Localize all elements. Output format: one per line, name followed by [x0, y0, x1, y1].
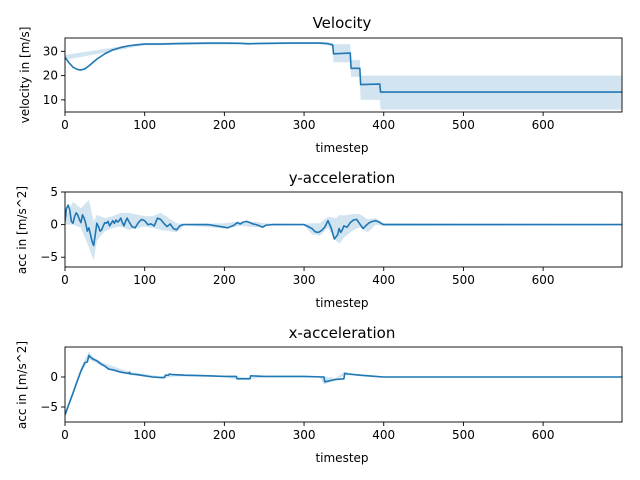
velocity-plot: 0 100 200 300 400 500 600 10 20 30 [43, 37, 623, 132]
y-acceleration-panel: y-acceleration 0 100 200 300 400 500 600−505 t… [15, 169, 623, 310]
velocity-xtick-label: 500 [452, 118, 475, 132]
x-acceleration-xtick-label: 200 [213, 428, 236, 442]
y-acceleration-xlabel: timestep [315, 296, 368, 310]
y-acceleration-ylabel: acc in [m/s^2] [15, 186, 29, 274]
x-acceleration-xtick-label: 300 [293, 428, 316, 442]
y-acceleration-xtick-label: 0 [61, 273, 69, 287]
x-acceleration-plot: 0 100 200 300 400 500 600−50 [40, 346, 623, 442]
x-acceleration-xtick-label: 400 [372, 428, 395, 442]
y-acceleration-ytick-label: −5 [40, 250, 58, 264]
x-acceleration-xtick-label: 100 [133, 428, 156, 442]
x-acceleration-axes-frame [64, 346, 623, 423]
x-acceleration-ytick-label: −5 [40, 400, 58, 414]
y-acceleration-plot: 0 100 200 300 400 500 600−505 [40, 185, 623, 287]
y-acceleration-xtick-label: 100 [133, 273, 156, 287]
velocity-ytick-label: 30 [43, 44, 58, 58]
x-acceleration-xtick-label: 600 [532, 428, 555, 442]
velocity-xtick-label: 200 [213, 118, 236, 132]
y-acceleration-ytick-label: 5 [50, 185, 58, 199]
y-acceleration-series-line [65, 204, 622, 247]
x-acceleration-xtick-label: 500 [452, 428, 475, 442]
x-acceleration-series-line [65, 354, 622, 416]
velocity-xlabel: timestep [315, 141, 368, 155]
y-acceleration-xtick-label: 500 [452, 273, 475, 287]
x-acceleration-ytick-label: 0 [50, 370, 58, 384]
y-acceleration-confidence-band [65, 199, 622, 261]
x-acceleration-xtick-label: 0 [61, 428, 69, 442]
y-acceleration-xtick-label: 300 [293, 273, 316, 287]
velocity-xtick-label: 100 [133, 118, 156, 132]
velocity-axes-frame [64, 37, 623, 113]
velocity-ylabel: velocity in [m/s] [18, 27, 32, 124]
y-acceleration-ytick-label: 0 [50, 218, 58, 232]
velocity-series-line [65, 42, 622, 93]
y-acceleration-xtick-label: 200 [213, 273, 236, 287]
velocity-xtick-label: 400 [372, 118, 395, 132]
x-acceleration-xlabel: timestep [315, 451, 368, 465]
velocity-xtick-label: 300 [293, 118, 316, 132]
x-acceleration-panel: x-acceleration 0 100 200 300 400 500 600−50 ti… [15, 324, 623, 465]
y-acceleration-title: y-acceleration [289, 169, 395, 187]
x-acceleration-ylabel: acc in [m/s^2] [15, 341, 29, 429]
velocity-panel: Velocity 0 100 200 300 400 500 600 10 20 30 times… [18, 14, 623, 155]
x-acceleration-title: x-acceleration [289, 324, 396, 342]
y-acceleration-axes-frame [64, 191, 623, 268]
velocity-title: Velocity [313, 14, 372, 32]
velocity-ytick-label: 20 [43, 69, 58, 83]
velocity-xtick-label: 0 [61, 118, 69, 132]
y-acceleration-xtick-label: 400 [372, 273, 395, 287]
velocity-xtick-label: 600 [532, 118, 555, 132]
velocity-ytick-label: 10 [43, 93, 58, 107]
y-acceleration-xtick-label: 600 [532, 273, 555, 287]
